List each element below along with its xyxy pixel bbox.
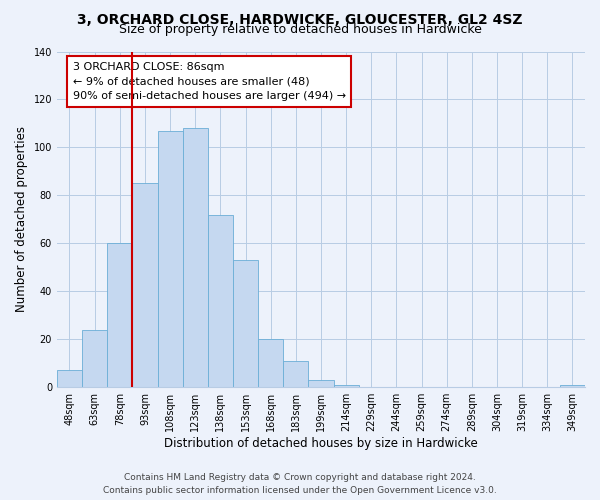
Text: Contains HM Land Registry data © Crown copyright and database right 2024.
Contai: Contains HM Land Registry data © Crown c… — [103, 474, 497, 495]
Bar — [283, 361, 308, 387]
Bar — [233, 260, 258, 387]
Y-axis label: Number of detached properties: Number of detached properties — [15, 126, 28, 312]
X-axis label: Distribution of detached houses by size in Hardwicke: Distribution of detached houses by size … — [164, 437, 478, 450]
Bar — [208, 214, 233, 387]
Bar — [133, 184, 158, 387]
Bar — [57, 370, 82, 387]
Bar — [334, 385, 359, 387]
Bar — [258, 339, 283, 387]
Bar — [158, 130, 182, 387]
Text: 3 ORCHARD CLOSE: 86sqm
← 9% of detached houses are smaller (48)
90% of semi-deta: 3 ORCHARD CLOSE: 86sqm ← 9% of detached … — [73, 62, 346, 101]
Bar — [308, 380, 334, 387]
Bar — [82, 330, 107, 387]
Text: 3, ORCHARD CLOSE, HARDWICKE, GLOUCESTER, GL2 4SZ: 3, ORCHARD CLOSE, HARDWICKE, GLOUCESTER,… — [77, 12, 523, 26]
Bar — [560, 385, 585, 387]
Text: Size of property relative to detached houses in Hardwicke: Size of property relative to detached ho… — [119, 22, 481, 36]
Bar — [182, 128, 208, 387]
Bar — [107, 244, 133, 387]
